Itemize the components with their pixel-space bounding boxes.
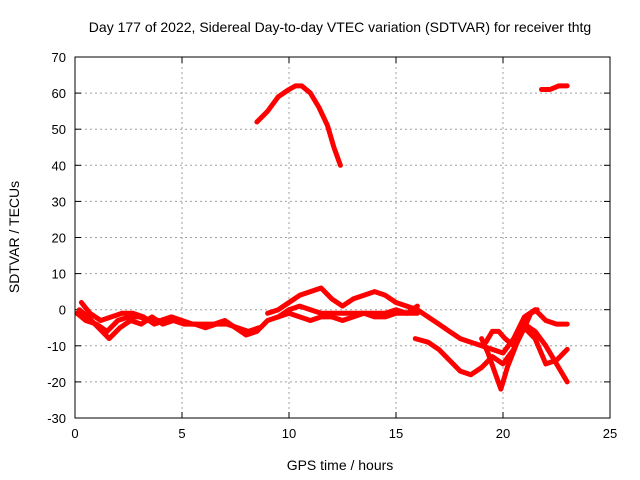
grid-lines <box>75 57 610 418</box>
y-tick-label: 50 <box>52 122 66 137</box>
y-tick-label: -10 <box>47 339 66 354</box>
y-tick-label: 30 <box>52 194 66 209</box>
x-tick-label: 0 <box>71 426 78 441</box>
series-line-arc-9 <box>483 307 540 349</box>
series-line-arc-4 <box>265 285 420 316</box>
x-tick-label: 15 <box>389 426 403 441</box>
y-tick-label: 20 <box>52 231 66 246</box>
series-line-arc-2 <box>76 307 262 342</box>
y-tick-label: -30 <box>47 411 66 426</box>
chart-title: Day 177 of 2022, Sidereal Day-to-day VTE… <box>89 19 591 35</box>
series-line-arc-7 <box>412 325 570 378</box>
series-line-arc-5 <box>275 303 420 323</box>
x-tick-label: 25 <box>603 426 617 441</box>
y-tick-label: -20 <box>47 375 66 390</box>
x-tick-label: 10 <box>282 426 296 441</box>
plot-frame <box>74 56 611 419</box>
series-line-arc-3 <box>78 300 168 327</box>
series-line-arc-10 <box>254 83 343 168</box>
y-tick-label: 60 <box>52 86 66 101</box>
y-tick-label: 70 <box>52 50 66 65</box>
y-tick-label: 0 <box>59 303 66 318</box>
series-line-arc-11 <box>539 83 570 92</box>
series-line-arc-6 <box>414 307 570 356</box>
y-tick-label: 10 <box>52 267 66 282</box>
data-series <box>74 83 570 392</box>
x-tick-label: 20 <box>496 426 510 441</box>
y-tick-label: 40 <box>52 158 66 173</box>
x-axis-title: GPS time / hours <box>287 457 394 473</box>
y-axis-title: SDTVAR / TECUs <box>6 181 22 293</box>
x-tick-label: 5 <box>178 426 185 441</box>
